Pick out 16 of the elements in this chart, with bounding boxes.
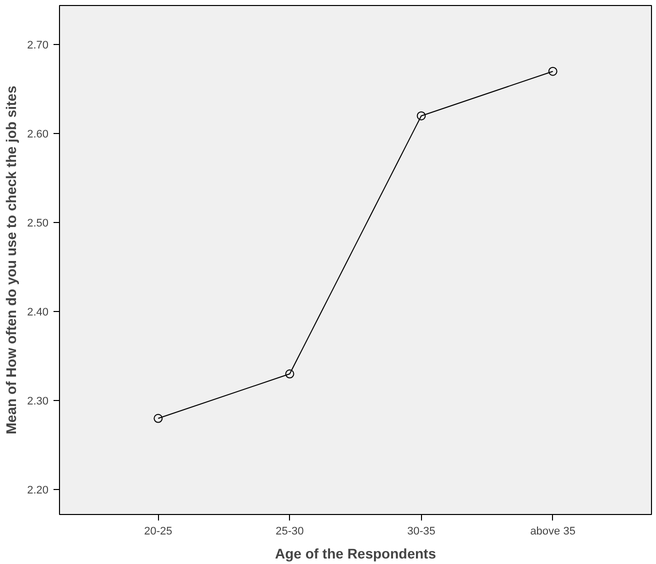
y-tick-label: 2.70 [27,40,49,52]
point [416,111,426,120]
y-tick-label: 2.40 [27,306,49,319]
point [548,66,558,76]
y-tick-label: 2.30 [27,396,49,408]
x-tick-label: 25-30 [276,526,304,538]
x-tick-label: 20-25 [144,526,172,538]
x-tick-label: 30-35 [407,526,436,538]
x-axis-title: Age of the Respondents [274,546,436,562]
point [285,369,294,378]
y-tick-label: 2.20 [27,484,49,497]
point [154,414,163,423]
y-tick-label: 2.50 [27,218,49,230]
y-axis-title: Mean of How often do you use to check the job sites [3,86,20,434]
x-tick-label: above 35 [530,526,576,538]
y-tick-label: 2.60 [27,128,49,141]
